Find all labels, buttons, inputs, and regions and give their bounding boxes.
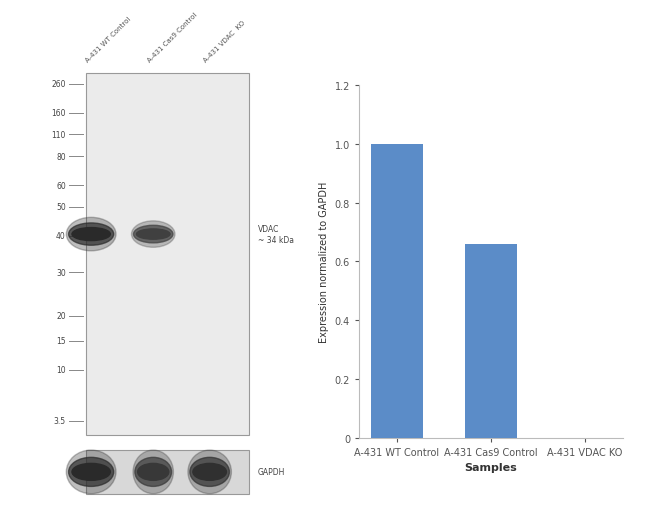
Ellipse shape (72, 464, 111, 480)
Ellipse shape (188, 450, 231, 494)
Text: A-431 Cas9 Control: A-431 Cas9 Control (146, 12, 198, 64)
Ellipse shape (69, 223, 114, 246)
Ellipse shape (136, 230, 170, 240)
Bar (86, 74, 249, 435)
Text: 110: 110 (51, 131, 66, 139)
Ellipse shape (131, 221, 175, 248)
Y-axis label: Expression normalized to GAPDH: Expression normalized to GAPDH (319, 181, 329, 343)
Text: 20: 20 (56, 312, 66, 321)
Text: 160: 160 (51, 109, 66, 118)
Ellipse shape (133, 450, 174, 494)
Ellipse shape (133, 226, 173, 243)
Bar (465, 244, 517, 438)
Text: 40: 40 (56, 232, 66, 241)
Ellipse shape (66, 450, 116, 494)
X-axis label: Samples: Samples (465, 462, 517, 472)
Bar (86, 450, 249, 494)
Ellipse shape (193, 464, 226, 480)
Text: 30: 30 (56, 268, 66, 277)
Bar (371, 145, 423, 438)
Text: 60: 60 (56, 181, 66, 190)
Text: 80: 80 (56, 152, 66, 161)
Ellipse shape (69, 458, 114, 487)
Text: A-431 VDAC  KO: A-431 VDAC KO (203, 20, 246, 64)
Text: VDAC
~ 34 kDa: VDAC ~ 34 kDa (257, 224, 294, 245)
Text: A-431 WT Control: A-431 WT Control (84, 16, 132, 64)
Text: 260: 260 (51, 80, 66, 89)
Text: 10: 10 (56, 366, 66, 375)
Ellipse shape (66, 218, 116, 251)
Text: GAPDH: GAPDH (257, 467, 285, 476)
Ellipse shape (138, 464, 169, 480)
Text: 50: 50 (56, 203, 66, 212)
Text: 15: 15 (56, 337, 66, 346)
Ellipse shape (135, 458, 172, 487)
Ellipse shape (72, 228, 111, 241)
Ellipse shape (190, 458, 229, 487)
Text: 3.5: 3.5 (54, 416, 66, 426)
